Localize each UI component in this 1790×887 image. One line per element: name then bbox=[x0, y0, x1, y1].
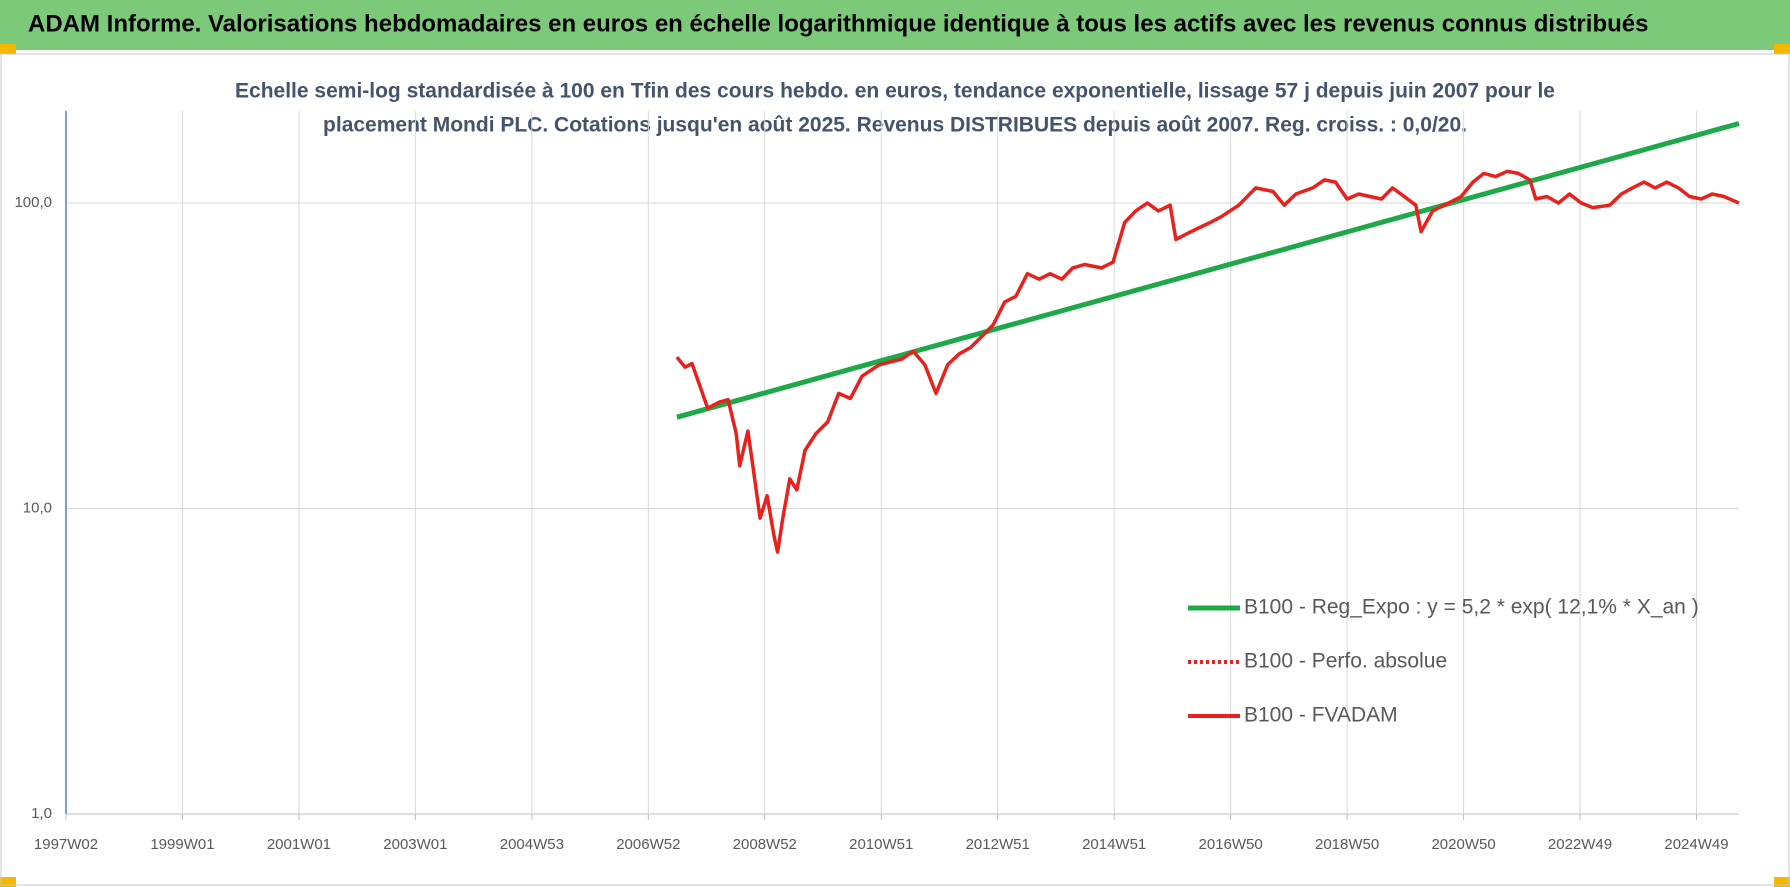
x-tick-label: 2016W50 bbox=[1199, 836, 1263, 853]
x-tick-label: 2024W49 bbox=[1664, 836, 1728, 853]
chart-title: placement Mondi PLC. Cotations jusqu'en … bbox=[323, 114, 1467, 137]
series-line bbox=[675, 169, 1740, 554]
chart-title: Echelle semi-log standardisée à 100 en T… bbox=[235, 80, 1555, 103]
x-tick-label: 2006W52 bbox=[616, 836, 680, 853]
corner-mark bbox=[1774, 877, 1790, 887]
x-tick-label: 2010W51 bbox=[849, 836, 913, 853]
x-tick-label: 1999W01 bbox=[150, 836, 214, 853]
x-tick-label: 2004W53 bbox=[500, 836, 564, 853]
legend-label: B100 - FVADAM bbox=[1244, 704, 1398, 727]
y-tick-label: 10,0 bbox=[23, 499, 52, 516]
y-tick-label: 1,0 bbox=[31, 805, 52, 822]
x-tick-label: 2012W51 bbox=[966, 836, 1030, 853]
x-tick-label: 2001W01 bbox=[267, 836, 331, 853]
x-tick-label: 1997W02 bbox=[34, 836, 98, 853]
legend-label: B100 - Reg_Expo : y = 5,2 * exp( 12,1% *… bbox=[1244, 596, 1699, 619]
x-tick-label: 2018W50 bbox=[1315, 836, 1379, 853]
header-band bbox=[0, 0, 1790, 50]
y-tick-label: 100,0 bbox=[14, 194, 52, 211]
x-tick-label: 2008W52 bbox=[733, 836, 797, 853]
corner-mark bbox=[1774, 44, 1790, 54]
frame bbox=[0, 53, 1790, 886]
x-tick-label: 2022W49 bbox=[1548, 836, 1612, 853]
x-tick-label: 2020W50 bbox=[1431, 836, 1495, 853]
corner-mark bbox=[0, 44, 16, 54]
header-title: ADAM Informe. Valorisations hebdomadaire… bbox=[28, 10, 1648, 37]
x-tick-label: 2014W51 bbox=[1082, 836, 1146, 853]
x-tick-label: 2003W01 bbox=[383, 836, 447, 853]
corner-mark bbox=[0, 877, 16, 887]
series-line bbox=[676, 121, 1740, 420]
legend-label: B100 - Perfo. absolue bbox=[1244, 650, 1447, 673]
